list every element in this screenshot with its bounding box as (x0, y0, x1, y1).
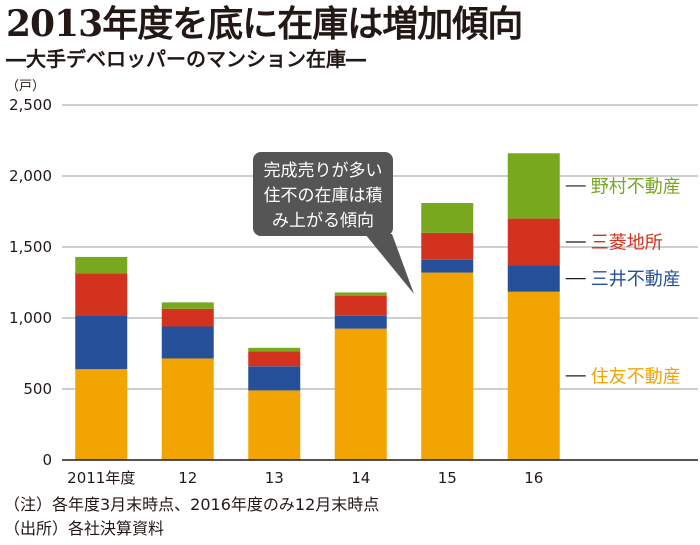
bar-segment (507, 291, 560, 460)
legend-label: 住友不動産 (591, 366, 681, 387)
y-tick-label: 2,000 (9, 167, 52, 185)
callout-text-line: 完成売りが多い (264, 161, 383, 181)
bars (75, 153, 560, 460)
legend-label: 野村不動産 (591, 176, 681, 197)
bar-segment (161, 302, 214, 309)
bar-segment (421, 232, 474, 260)
chart-subtitle: ―大手デベロッパーのマンション在庫― (6, 47, 366, 71)
bar-segment (507, 265, 560, 292)
callout-box (253, 152, 393, 236)
callout-pointer (365, 234, 414, 294)
x-tick-label: 16 (524, 469, 543, 487)
x-tick-label: 12 (178, 469, 197, 487)
bar-segment (161, 308, 214, 327)
callout-text-line: み上がる傾向 (272, 211, 374, 231)
bar-segment (507, 218, 560, 266)
y-tick-label: 2,500 (9, 96, 52, 114)
x-tick-label: 15 (438, 469, 457, 487)
axes: （戸） 0 500 1,000 1,500 2,000 2,500 2011年度 12 13 14 1… (6, 79, 698, 487)
bar-segment (248, 347, 301, 352)
x-tick-label: 14 (351, 469, 370, 487)
bar-segment (248, 366, 301, 391)
legend-label: 三井不動産 (591, 269, 681, 290)
y-axis-unit: （戸） (6, 79, 45, 94)
footnote: （注）各年度3月末時点、2016年度のみ12月末時点 (4, 495, 380, 514)
bar-segment (161, 326, 214, 359)
legend: 住友不動産 三井不動産 三菱地所 野村不動産 (565, 176, 681, 387)
bar-segment (75, 315, 128, 370)
bar-segment (334, 328, 387, 460)
bar-segment (75, 273, 128, 316)
y-tick-label: 1,000 (9, 309, 52, 327)
bar-segment (334, 295, 387, 316)
x-tick-label: 13 (265, 469, 284, 487)
y-tick-label: 0 (42, 451, 52, 469)
source-note: （出所）各社決算資料 (4, 519, 165, 538)
bar-segment (507, 153, 560, 219)
x-tick-label: 2011年度 (67, 469, 135, 487)
y-tick-label: 1,500 (9, 238, 52, 256)
bar-segment (161, 358, 214, 460)
bar-segment (421, 202, 474, 233)
legend-label: 三菱地所 (591, 233, 663, 254)
bar-segment (75, 369, 128, 460)
bar-segment (421, 272, 474, 460)
bar-segment (248, 390, 301, 460)
callout-text-line: 住不の在庫は積 (264, 186, 383, 206)
bar-segment (248, 351, 301, 367)
y-tick-label: 500 (23, 380, 52, 398)
bar-segment (75, 256, 128, 274)
chart-title: 2013年度を底に在庫は増加傾向 (6, 3, 523, 45)
bar-segment (421, 259, 474, 273)
bar-segment (334, 292, 387, 296)
bar-segment (334, 315, 387, 329)
